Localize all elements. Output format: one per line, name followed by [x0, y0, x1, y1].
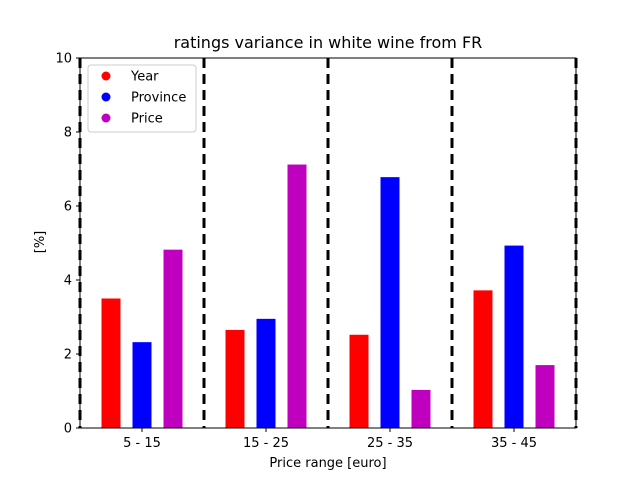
- x-axis: 5 - 15 15 - 25 25 - 35 35 - 45: [123, 428, 537, 451]
- y-tick-label: 2: [64, 348, 72, 363]
- bar-province-1: [132, 342, 152, 428]
- bar-price-3: [411, 389, 431, 428]
- x-tick-label: 15 - 25: [243, 436, 289, 451]
- plot-frame: [79, 57, 577, 429]
- x-tick-label: 5 - 15: [123, 436, 161, 451]
- y-tick-label: 8: [64, 126, 72, 141]
- bar-year-2: [225, 329, 245, 428]
- x-axis-label: Price range [euro]: [269, 456, 386, 471]
- y-axis: 0 2 4 6 8 10: [55, 52, 80, 437]
- legend-label-year: Year: [130, 70, 159, 85]
- bar-year-3: [349, 334, 369, 428]
- legend: Year Province Price: [87, 64, 197, 133]
- legend-marker-price: [101, 113, 111, 123]
- bar-price-2: [287, 164, 307, 428]
- legend-marker-year: [101, 71, 111, 81]
- bar-year-1: [101, 298, 121, 428]
- y-tick-label: 4: [64, 274, 72, 289]
- legend-label-province: Province: [131, 91, 186, 106]
- bar-price-4: [535, 365, 555, 428]
- bar-province-3: [380, 177, 400, 428]
- bar-province-4: [504, 245, 524, 428]
- chart-title: ratings variance in white wine from FR: [174, 33, 483, 52]
- x-tick-label: 25 - 35: [367, 436, 413, 451]
- legend-marker-province: [101, 92, 111, 102]
- legend-box: [87, 64, 197, 133]
- legend-label-price: Price: [131, 112, 163, 127]
- x-tick-label: 35 - 45: [491, 436, 537, 451]
- y-tick-label: 6: [64, 200, 72, 215]
- bar-year-4: [473, 290, 493, 428]
- bars: [101, 164, 555, 428]
- y-tick-label: 0: [64, 422, 72, 437]
- y-axis-label: [%]: [33, 231, 48, 254]
- y-tick-label: 10: [55, 52, 72, 67]
- bar-price-1: [163, 249, 183, 428]
- bar-province-2: [256, 318, 276, 428]
